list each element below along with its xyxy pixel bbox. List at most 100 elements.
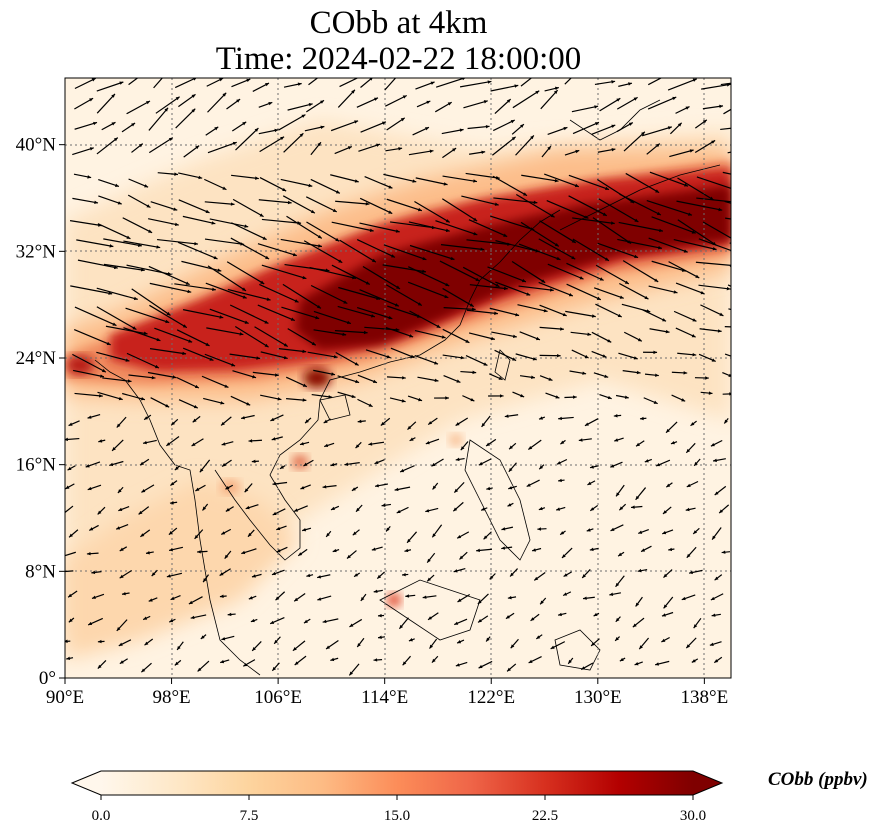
wind-arrow xyxy=(538,416,546,420)
wind-arrow xyxy=(368,441,385,446)
wind-arrow xyxy=(87,617,104,626)
wind-arrow xyxy=(406,531,418,544)
wind-arrow xyxy=(589,465,599,469)
wind-arrow xyxy=(453,567,466,573)
wind-arrow xyxy=(550,641,566,650)
wind-arrow xyxy=(250,618,258,623)
wind-arrow xyxy=(647,78,663,86)
wind-arrow xyxy=(121,591,130,596)
wind-arrow xyxy=(205,282,247,299)
wind-arrow xyxy=(206,78,224,87)
wind-arrow xyxy=(539,353,561,358)
wind-arrow xyxy=(174,283,216,292)
wind-arrow xyxy=(539,597,547,605)
wind-arrow xyxy=(408,149,434,156)
wind-arrow xyxy=(380,417,391,426)
wind-arrow xyxy=(501,546,513,550)
wind-arrow xyxy=(330,505,340,511)
wind-arrow xyxy=(528,656,542,664)
wind-arrow xyxy=(537,527,547,531)
wind-arrow xyxy=(374,483,388,488)
wind-arrow xyxy=(207,92,227,113)
wind-arrow xyxy=(457,593,471,603)
wind-arrow xyxy=(226,261,265,285)
wind-arrow xyxy=(594,80,616,86)
wind-arrow xyxy=(371,546,383,551)
wind-arrow xyxy=(698,284,731,291)
wind-arrow xyxy=(282,283,322,309)
wind-arrow xyxy=(143,414,152,421)
wind-arrow xyxy=(676,200,723,212)
wind-arrow xyxy=(617,551,625,557)
lat-tick-label: 32°N xyxy=(16,241,57,262)
wind-arrow xyxy=(417,376,439,383)
wind-arrow xyxy=(538,281,574,297)
wind-arrow xyxy=(303,240,343,264)
colorbar-tick-label: 30.0 xyxy=(680,808,706,824)
wind-arrow xyxy=(74,392,103,398)
wind-arrow xyxy=(530,613,540,622)
wind-arrow xyxy=(278,114,306,131)
wind-arrow xyxy=(96,287,138,301)
wind-arrow xyxy=(477,615,489,623)
wind-arrow xyxy=(170,418,179,426)
wind-arrow xyxy=(205,126,219,136)
wind-arrow xyxy=(96,81,124,92)
wind-arrow xyxy=(97,391,123,401)
lat-tick-label: 8°N xyxy=(25,561,56,582)
wind-arrow xyxy=(505,612,515,620)
wind-arrow xyxy=(147,218,179,227)
wind-arrow xyxy=(383,244,427,261)
wind-arrow xyxy=(157,238,199,246)
wind-arrow xyxy=(261,264,307,280)
wind-arrow xyxy=(407,421,417,430)
wind-arrow xyxy=(127,194,151,209)
wind-arrow xyxy=(68,529,79,538)
wind-arrow xyxy=(128,374,156,380)
wind-arrow xyxy=(710,593,724,601)
wind-arrow xyxy=(360,121,387,133)
wind-arrow xyxy=(149,348,187,356)
figure-timestamp: Time: 2024-02-22 18:00:00 xyxy=(215,41,582,77)
wind-arrow xyxy=(572,217,615,225)
wind-vector-field xyxy=(65,78,731,676)
wind-arrow xyxy=(271,436,283,441)
wind-arrow xyxy=(681,594,696,601)
wind-arrow xyxy=(118,639,132,647)
wind-arrow xyxy=(547,263,584,280)
wind-arrow xyxy=(344,462,360,466)
wind-arrow xyxy=(197,550,208,554)
wind-arrow xyxy=(337,375,360,384)
wind-arrow xyxy=(142,615,151,621)
wind-arrow xyxy=(723,108,731,115)
wind-arrow xyxy=(91,593,105,600)
wind-arrow xyxy=(115,524,129,530)
wind-arrow xyxy=(671,394,686,402)
wind-arrow xyxy=(478,458,492,466)
wind-arrow xyxy=(142,439,157,445)
wind-arrow xyxy=(568,195,608,217)
wind-arrow xyxy=(356,238,396,258)
wind-arrow xyxy=(241,548,257,555)
wind-arrow xyxy=(485,636,491,642)
wind-arrow xyxy=(416,100,431,108)
wind-arrow xyxy=(309,266,357,280)
wind-arrow xyxy=(582,596,595,600)
lat-tick-label: 16°N xyxy=(16,455,57,476)
lat-tick-label: 24°N xyxy=(16,348,57,369)
wind-arrow xyxy=(431,458,444,467)
wind-arrow xyxy=(225,506,234,512)
map-frame xyxy=(64,77,732,679)
wind-arrow xyxy=(439,260,480,282)
wind-arrow xyxy=(72,197,99,205)
wind-arrow xyxy=(648,237,688,253)
wind-arrow xyxy=(119,546,128,552)
wind-arrow xyxy=(642,309,667,322)
wind-arrow xyxy=(540,89,559,110)
wind-arrow xyxy=(399,465,415,473)
wind-arrow xyxy=(385,147,403,152)
wind-arrow xyxy=(405,594,416,598)
wind-arrow xyxy=(331,264,371,285)
wind-arrow xyxy=(240,414,255,420)
wind-arrow xyxy=(491,136,517,156)
